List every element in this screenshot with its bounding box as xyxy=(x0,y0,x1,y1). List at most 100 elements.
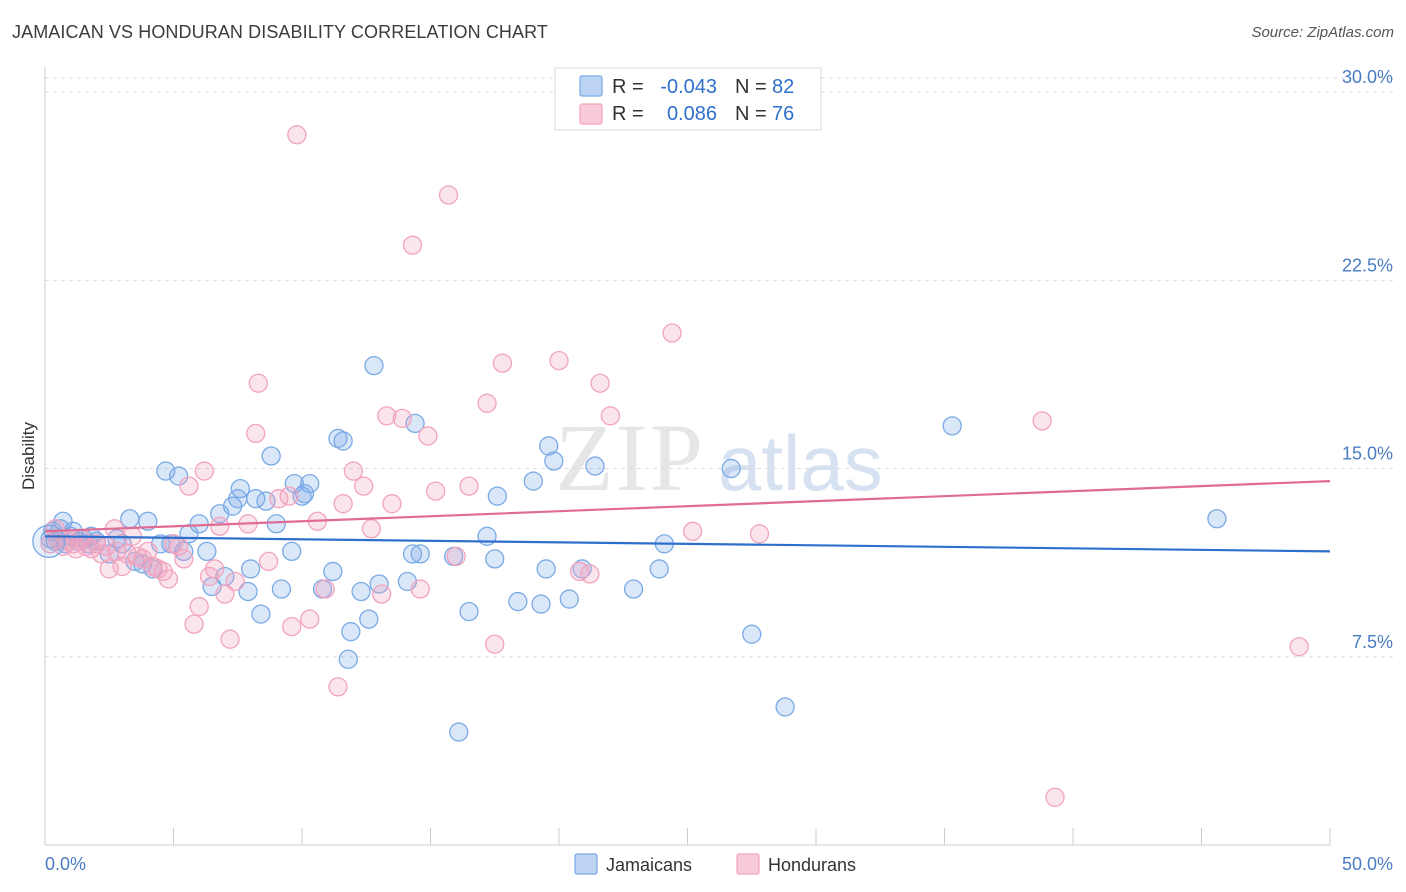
point-hondurans xyxy=(372,584,392,604)
x-tick-label-min: 0.0% xyxy=(45,854,86,874)
point-hondurans xyxy=(333,494,353,514)
bottom-legend-label-hondurans: Hondurans xyxy=(768,855,856,875)
watermark-atlas: atlas xyxy=(718,419,883,507)
point-hondurans xyxy=(477,393,497,413)
point-jamaicans xyxy=(266,514,286,534)
point-hondurans xyxy=(282,617,302,637)
point-hondurans xyxy=(580,564,600,584)
point-jamaicans xyxy=(238,581,258,602)
point-hondurans xyxy=(143,556,163,577)
point-hondurans xyxy=(749,524,770,544)
point-hondurans xyxy=(163,534,184,554)
point-hondurans xyxy=(258,551,279,572)
point-hondurans xyxy=(174,549,194,569)
point-jamaicans xyxy=(487,486,507,506)
legend-n-label-2: N = xyxy=(735,103,767,125)
point-jamaicans xyxy=(459,601,479,622)
point-hondurans xyxy=(392,408,412,429)
point-hondurans xyxy=(215,584,235,604)
bottom-legend-label-jamaicans: Jamaicans xyxy=(606,855,692,875)
point-hondurans xyxy=(279,486,299,506)
point-hondurans xyxy=(418,426,438,446)
point-jamaicans xyxy=(942,416,962,436)
point-hondurans xyxy=(662,323,682,343)
bottom-legend-swatch-jamaicans xyxy=(574,853,598,875)
chart-source: Source: ZipAtlas.com xyxy=(1251,24,1394,41)
point-hondurans xyxy=(377,406,397,426)
point-jamaicans xyxy=(410,544,430,564)
point-hondurans xyxy=(402,235,423,255)
y-tick-label: 15.0% xyxy=(1342,444,1393,464)
point-jamaicans xyxy=(328,428,348,449)
point-jamaicans-cluster xyxy=(32,524,66,558)
point-jamaicans xyxy=(649,559,669,579)
y-tick-label: 7.5% xyxy=(1352,632,1393,652)
point-hondurans xyxy=(287,125,307,145)
point-jamaicans xyxy=(508,591,528,612)
point-jamaicans xyxy=(240,559,261,579)
point-jamaicans xyxy=(168,466,189,486)
point-jamaicans xyxy=(402,544,423,564)
point-jamaicans xyxy=(261,446,281,466)
point-jamaicans xyxy=(449,722,469,742)
point-hondurans xyxy=(158,569,179,589)
y-tick-labels: 7.5% 15.0% 22.5% 30.0% xyxy=(1342,67,1393,652)
point-jamaicans xyxy=(338,649,358,669)
point-jamaicans xyxy=(300,473,320,494)
point-jamaicans xyxy=(341,622,361,642)
point-hondurans xyxy=(361,519,382,539)
point-hondurans xyxy=(248,373,268,393)
point-jamaicans xyxy=(197,541,217,562)
point-jamaicans xyxy=(544,451,564,471)
point-hondurans xyxy=(179,476,199,496)
point-hondurans xyxy=(328,677,348,697)
point-hondurans xyxy=(492,353,513,373)
point-hondurans xyxy=(600,406,621,426)
point-hondurans xyxy=(425,481,446,501)
point-hondurans xyxy=(343,461,364,481)
point-hondurans xyxy=(446,546,466,567)
point-hondurans xyxy=(300,609,320,629)
point-hondurans xyxy=(148,559,168,579)
point-hondurans xyxy=(1289,637,1309,657)
point-hondurans xyxy=(410,579,430,599)
point-hondurans xyxy=(590,373,610,393)
point-hondurans xyxy=(138,541,158,562)
legend-n-label-1: N = xyxy=(735,76,767,98)
point-jamaicans xyxy=(623,579,644,599)
y-tick-label: 30.0% xyxy=(1342,67,1393,87)
point-hondurans xyxy=(485,634,505,654)
point-hondurans xyxy=(438,185,459,205)
point-hondurans xyxy=(1032,411,1052,431)
point-jamaicans xyxy=(294,483,315,504)
point-jamaicans xyxy=(531,594,551,614)
point-hondurans xyxy=(459,476,479,496)
legend-r-label-2: R = xyxy=(612,103,644,125)
point-jamaicans xyxy=(230,478,250,499)
point-hondurans xyxy=(184,614,204,634)
point-hondurans xyxy=(112,556,132,577)
stats-legend: R = -0.043 N = 82 R = 0.086 N = 76 xyxy=(554,67,822,131)
point-hondurans xyxy=(127,546,148,567)
point-hondurans xyxy=(204,559,225,579)
point-jamaicans xyxy=(1207,509,1227,529)
legend-r-label-1: R = xyxy=(612,76,644,98)
point-hondurans xyxy=(354,476,374,496)
point-jamaicans xyxy=(251,604,271,624)
legend-r-value-2: 0.086 xyxy=(667,103,717,125)
point-jamaicans xyxy=(775,697,795,717)
point-jamaicans xyxy=(364,356,384,376)
point-hondurans xyxy=(382,494,402,514)
point-hondurans xyxy=(1045,787,1065,807)
series-legend: Jamaicans Hondurans xyxy=(574,853,856,875)
point-hondurans xyxy=(549,350,569,371)
point-jamaicans xyxy=(333,431,353,451)
point-jamaicans xyxy=(559,589,579,609)
y-tick-label: 22.5% xyxy=(1342,255,1393,275)
bottom-legend-swatch-hondurans xyxy=(736,853,760,875)
trend-lines xyxy=(44,479,1331,553)
point-hondurans xyxy=(189,596,209,617)
y-axis-title: Disability xyxy=(19,421,38,490)
point-jamaicans xyxy=(742,624,762,644)
